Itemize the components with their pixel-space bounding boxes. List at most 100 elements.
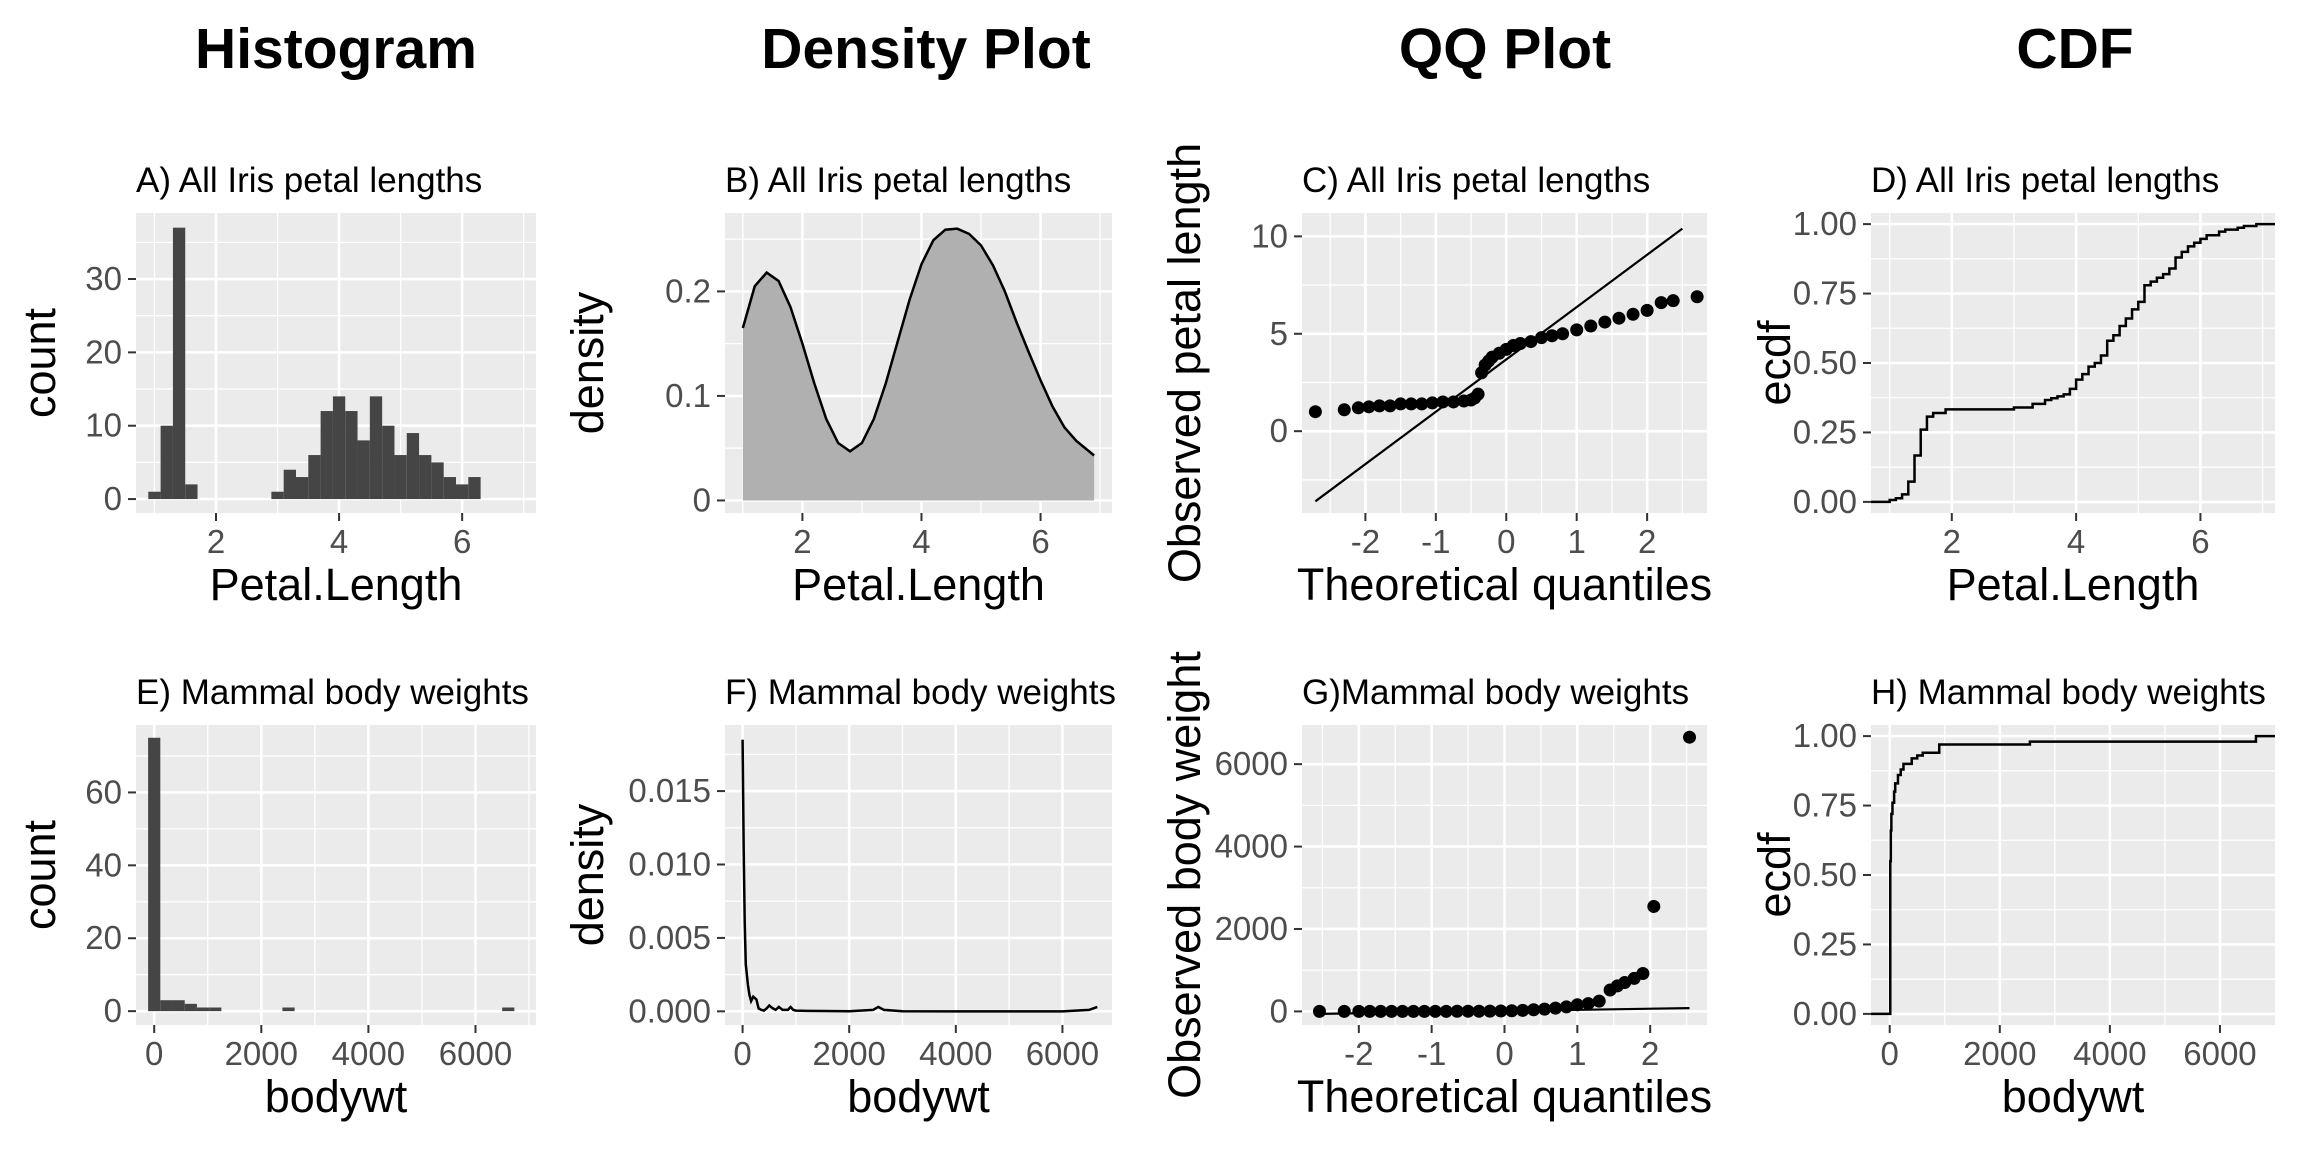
x-tick-label: 4000 <box>919 1035 992 1072</box>
y-axis-label: Observed petal length <box>1159 143 1210 583</box>
y-axis: 0 20 40 60 count <box>14 773 136 1029</box>
qq-point <box>1513 337 1527 351</box>
y-tick-label: 0 <box>104 992 122 1029</box>
y-tick-label: 0.2 <box>665 272 711 309</box>
x-tick-label: 6000 <box>1026 1035 1099 1072</box>
y-axis-label: ecdf <box>1749 832 1800 918</box>
y-tick-label: 0.015 <box>628 772 711 809</box>
x-tick-label: 0 <box>1881 1035 1899 1072</box>
ecdf-step-line <box>1871 734 2275 1016</box>
x-axis-label: bodywt <box>265 1071 408 1122</box>
y-tick-label: 6000 <box>1215 745 1288 782</box>
data-layer <box>148 227 481 500</box>
x-tick-label: 2 <box>1638 523 1656 560</box>
qq-point <box>1581 997 1595 1011</box>
y-tick-label: 0 <box>104 480 122 517</box>
panel-h: H) Mammal body weights 0 2000 4000 6000 bodyw… <box>1749 673 2275 1122</box>
qq-point <box>1666 294 1680 308</box>
x-tick-label: -2 <box>1344 1035 1373 1072</box>
y-axis: 0 0.1 0.2 density <box>562 272 725 518</box>
qq-point <box>1396 1004 1410 1018</box>
qq-point <box>1363 1004 1377 1018</box>
x-tick-label: -2 <box>1351 523 1380 560</box>
panel-d: D) All Iris petal lengths 2 4 6Petal.Length… <box>1749 161 2275 610</box>
data-layer <box>741 739 1098 1013</box>
x-tick-label: 4 <box>2067 523 2085 560</box>
panel-g: G)Mammal body weights -2 -1 0 1 2Theoretical … <box>1159 651 1712 1122</box>
qq-point <box>1383 399 1397 413</box>
histogram-bar <box>382 425 395 500</box>
histogram-bar <box>369 396 383 500</box>
x-tick-label: 1 <box>1568 1035 1586 1072</box>
y-tick-label: 0 <box>1270 412 1288 449</box>
y-tick-label: 0.25 <box>1793 413 1857 450</box>
x-tick-label: 4 <box>330 523 348 560</box>
qq-point <box>1612 311 1626 325</box>
y-tick-label: 0.00 <box>1793 483 1857 520</box>
panel-a: A) All Iris petal lengths 2 4 6Petal.Length… <box>14 161 536 610</box>
x-tick-label: -1 <box>1421 523 1450 560</box>
x-tick-label: 0 <box>1497 523 1515 560</box>
qq-point <box>1436 395 1450 409</box>
qq-point <box>1385 1004 1399 1018</box>
qq-point <box>1439 1004 1453 1018</box>
density-curve <box>741 227 1095 457</box>
x-axis: 0 2000 4000 6000 bodywt <box>1881 1025 2257 1122</box>
data-layer <box>148 737 515 1012</box>
data-layer <box>1871 222 2275 504</box>
qq-point <box>1559 1000 1573 1014</box>
qq-point <box>1494 1004 1508 1018</box>
y-axis-label: count <box>14 819 65 930</box>
y-tick-label: 0.1 <box>665 377 711 414</box>
histogram-bar <box>502 1007 515 1012</box>
y-axis: 0 10 20 30 count <box>14 260 136 517</box>
panel-b: B) All Iris petal lengths 2 4 6Petal.Length… <box>562 161 1112 610</box>
histogram-bar <box>320 411 333 500</box>
qq-point <box>1337 403 1351 417</box>
qq-point <box>1548 1001 1562 1015</box>
minor-gridlines <box>1302 213 1707 513</box>
qq-point <box>1636 966 1650 980</box>
y-tick-label: 0.00 <box>1793 995 1857 1032</box>
qq-point <box>1534 331 1548 345</box>
x-tick-label: 2 <box>1943 523 1961 560</box>
y-tick-label: 0.75 <box>1793 275 1857 312</box>
x-axis-label: Petal.Length <box>1947 559 2200 610</box>
column-title-2: Density Plot <box>761 17 1090 81</box>
qq-point <box>1516 1003 1530 1017</box>
panel-e: E) Mammal body weights 0 2000 4000 6000 bodyw… <box>14 673 536 1122</box>
x-axis: 0 2000 4000 6000 bodywt <box>145 1025 512 1122</box>
histogram-bar <box>345 411 358 500</box>
qq-point <box>1446 395 1460 409</box>
x-tick-label: 6000 <box>2183 1035 2256 1072</box>
histogram-bar <box>406 433 420 500</box>
histogram-bar <box>332 396 346 500</box>
histogram-bar <box>357 440 370 500</box>
histogram-bar <box>456 484 469 500</box>
data-layer <box>1312 730 1697 1018</box>
x-tick-label: 6 <box>2191 523 2209 560</box>
qq-point <box>1647 899 1661 913</box>
qq-point <box>1461 1004 1475 1018</box>
histogram-bar <box>184 1003 197 1012</box>
y-axis: 0.000 0.005 0.010 0.015 density <box>562 772 725 1029</box>
panel-background <box>725 725 1112 1025</box>
y-tick-label: 0.010 <box>628 846 711 883</box>
minor-gridlines <box>725 725 1112 1025</box>
panel-title: F) Mammal body weights <box>725 673 1116 712</box>
y-axis-label: Observed body weight <box>1159 651 1210 1099</box>
x-tick-label: 0 <box>1495 1035 1513 1072</box>
y-tick-label: 0.75 <box>1793 787 1857 824</box>
y-tick-label: 10 <box>1251 217 1288 254</box>
histogram-bar <box>196 1007 210 1012</box>
x-axis: 0 2000 4000 6000 bodywt <box>733 1025 1099 1122</box>
y-tick-label: 0.005 <box>628 919 711 956</box>
panel-title: E) Mammal body weights <box>136 673 529 712</box>
qq-point <box>1406 1004 1420 1018</box>
y-tick-label: 20 <box>85 333 122 370</box>
x-axis-label: Theoretical quantiles <box>1297 1071 1712 1122</box>
x-axis-label: Petal.Length <box>792 559 1045 610</box>
y-tick-label: 20 <box>85 919 122 956</box>
